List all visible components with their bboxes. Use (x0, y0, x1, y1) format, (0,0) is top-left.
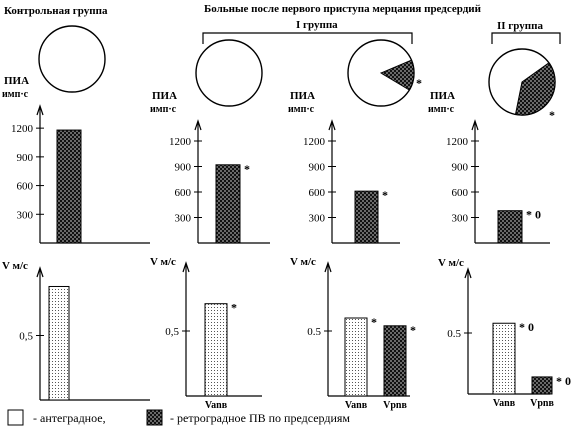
bar-marker: * (410, 323, 416, 337)
bar-marker: * 0 (526, 208, 541, 222)
control-group-title: Контрольная группа (4, 5, 108, 17)
y-axis-arrow (328, 119, 336, 131)
bar (354, 190, 379, 244)
bar (531, 376, 553, 395)
legend-antegrade-label: - антеградное, (33, 411, 106, 425)
pie-marker: * (416, 76, 422, 90)
bar (204, 303, 228, 397)
y-tick-label: 900 (452, 162, 469, 174)
y-axis-label: ПИА (430, 90, 455, 102)
bar-marker: * 0 (556, 374, 571, 388)
y-tick-label: 300 (17, 209, 34, 221)
bar-label: Vpnв (530, 398, 554, 409)
y-axis-unit: имп·с (150, 104, 177, 115)
bar-marker: * (382, 188, 388, 202)
y-axis-label: ПИА (290, 90, 315, 102)
bar (383, 325, 407, 397)
y-tick-label: 600 (175, 187, 192, 199)
y-tick-label: 0,5 (165, 326, 179, 338)
y-axis-label: V м/с (2, 260, 28, 272)
y-axis-label: V м/с (290, 256, 316, 268)
legend-retrograde-label: - ретроградное ПВ по предсердиям (170, 411, 350, 425)
y-axis-arrow (36, 104, 44, 116)
bar (492, 322, 516, 395)
legend-antegrade-swatch (7, 409, 24, 426)
y-axis-arrow (324, 261, 332, 273)
y-tick-label: 900 (175, 162, 192, 174)
y-tick-label: 900 (309, 162, 326, 174)
bar (344, 317, 368, 397)
y-tick-label: 300 (452, 213, 469, 225)
y-tick-label: 1200 (11, 123, 34, 135)
bar-marker: * 0 (519, 320, 534, 334)
group2-title: II группа (497, 20, 543, 32)
y-axis-label: V м/с (438, 257, 464, 269)
y-tick-label: 1200 (169, 136, 192, 148)
y-axis-arrow (36, 266, 44, 278)
y-tick-label: 300 (309, 213, 326, 225)
bar-label: Vpnв (383, 400, 407, 411)
y-axis-arrow (194, 119, 202, 131)
pie-marker: * (549, 108, 555, 122)
pie-circle (38, 25, 106, 93)
bar-marker: * (244, 162, 250, 176)
pie-circle (195, 39, 263, 107)
bar-marker: * (231, 301, 237, 315)
y-axis-arrow (464, 267, 472, 279)
bar-label: Vanв (493, 398, 516, 409)
y-tick-label: 300 (175, 213, 192, 225)
y-axis-label: ПИА (4, 75, 29, 87)
y-axis-unit: имп·с (288, 104, 315, 115)
y-tick-label: 600 (452, 187, 469, 199)
patients-title: Больные после первого приступа мерцания … (204, 3, 482, 15)
y-tick-label: 0,5 (19, 331, 33, 343)
bar-marker: * (371, 315, 377, 329)
y-tick-label: 1200 (446, 136, 469, 148)
bar (48, 285, 70, 401)
pie-slice-retrograde (379, 59, 415, 91)
y-axis-unit: имп·с (2, 89, 29, 100)
y-axis-label: ПИА (152, 90, 177, 102)
y-tick-label: 0.5 (307, 326, 321, 338)
legend-retrograde-swatch (146, 409, 163, 426)
bar-label: Vanв (205, 400, 228, 411)
y-tick-label: 600 (17, 181, 34, 193)
bar (215, 164, 241, 244)
y-tick-label: 1200 (303, 136, 326, 148)
y-axis-arrow (471, 119, 479, 131)
y-axis-unit: имп·с (428, 104, 455, 115)
bar (56, 129, 82, 244)
group1-bracket (202, 32, 413, 44)
pie-slice-retrograde (514, 62, 556, 116)
bar (497, 210, 523, 244)
y-tick-label: 900 (17, 152, 34, 164)
group2-bracket (491, 32, 561, 44)
y-axis-label: V м/с (150, 256, 176, 268)
y-tick-label: 0.5 (447, 328, 461, 340)
y-axis-arrow (182, 261, 190, 273)
bar-label: Vanв (345, 400, 368, 411)
group1-title: I группа (296, 19, 338, 31)
y-tick-label: 600 (309, 187, 326, 199)
